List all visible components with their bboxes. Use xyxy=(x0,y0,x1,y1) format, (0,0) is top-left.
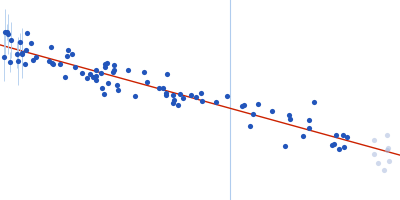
Point xyxy=(341,145,347,148)
Point xyxy=(177,92,183,96)
Point xyxy=(170,98,177,102)
Point xyxy=(311,100,318,103)
Point xyxy=(87,73,93,76)
Point xyxy=(84,76,90,79)
Point xyxy=(371,152,378,156)
Point xyxy=(64,55,70,58)
Point xyxy=(164,73,170,76)
Point xyxy=(156,86,162,89)
Point xyxy=(104,61,110,64)
Point xyxy=(247,124,254,127)
Point xyxy=(224,95,231,98)
Point xyxy=(162,92,169,95)
Point xyxy=(90,76,96,79)
Point xyxy=(23,49,29,52)
Point xyxy=(114,89,121,92)
Point xyxy=(72,66,78,69)
Point xyxy=(79,71,85,74)
Point xyxy=(175,104,181,107)
Point xyxy=(48,45,54,48)
Point xyxy=(4,30,10,33)
Point xyxy=(102,63,108,66)
Point xyxy=(124,68,131,71)
Point xyxy=(240,104,247,107)
Point xyxy=(163,93,170,97)
Point xyxy=(170,93,176,96)
Point xyxy=(193,96,199,99)
Point xyxy=(198,99,205,102)
Point xyxy=(384,133,390,136)
Point xyxy=(22,62,29,66)
Point xyxy=(170,101,176,104)
Point xyxy=(62,75,68,78)
Point xyxy=(111,68,117,71)
Point xyxy=(98,72,104,75)
Point xyxy=(329,144,336,147)
Point xyxy=(384,148,390,151)
Point xyxy=(330,143,337,146)
Point xyxy=(306,118,312,121)
Point xyxy=(101,92,107,96)
Point xyxy=(65,49,71,52)
Point xyxy=(140,70,147,73)
Point xyxy=(114,84,120,87)
Point xyxy=(160,86,166,90)
Point xyxy=(268,109,275,112)
Point xyxy=(250,112,256,115)
Point xyxy=(68,52,75,56)
Point xyxy=(8,38,14,42)
Point xyxy=(17,40,23,44)
Point xyxy=(370,139,377,142)
Point xyxy=(105,81,112,85)
Point xyxy=(286,113,292,116)
Point xyxy=(14,53,20,56)
Point xyxy=(2,31,8,34)
Point xyxy=(102,65,108,69)
Point xyxy=(340,134,346,137)
Point xyxy=(305,126,312,129)
Point xyxy=(300,134,306,137)
Point xyxy=(333,133,339,136)
Point xyxy=(336,148,342,151)
Point xyxy=(132,95,138,98)
Point xyxy=(49,62,56,65)
Point xyxy=(344,135,350,138)
Point xyxy=(180,97,186,100)
Point xyxy=(28,42,35,45)
Point xyxy=(57,63,64,66)
Point xyxy=(18,51,25,55)
Point xyxy=(188,94,194,97)
Point xyxy=(93,74,100,78)
Point xyxy=(111,63,118,66)
Point xyxy=(381,168,387,172)
Point xyxy=(239,105,245,108)
Point xyxy=(4,32,11,36)
Point xyxy=(198,91,204,94)
Point xyxy=(282,144,288,147)
Point xyxy=(286,117,293,121)
Point xyxy=(93,78,100,81)
Point xyxy=(93,68,99,71)
Point xyxy=(24,31,30,34)
Point xyxy=(213,101,219,104)
Point xyxy=(384,146,391,149)
Point xyxy=(255,103,261,106)
Point xyxy=(15,60,22,63)
Point xyxy=(50,62,56,65)
Point xyxy=(375,161,382,164)
Point xyxy=(19,53,25,56)
Point xyxy=(144,80,150,84)
Point xyxy=(7,61,14,64)
Point xyxy=(33,56,39,59)
Point xyxy=(110,71,116,74)
Point xyxy=(1,56,8,59)
Point xyxy=(99,86,105,89)
Point xyxy=(46,60,52,63)
Point xyxy=(30,59,36,62)
Point xyxy=(386,159,392,163)
